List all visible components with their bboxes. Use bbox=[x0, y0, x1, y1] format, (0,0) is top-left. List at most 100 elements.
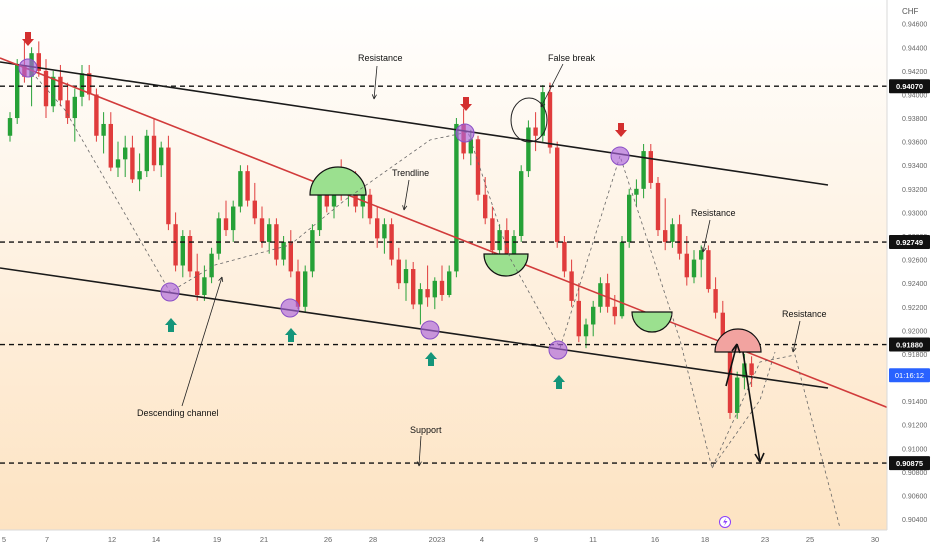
price-mark-badge bbox=[889, 456, 930, 471]
candle-body bbox=[612, 306, 617, 317]
candle-body bbox=[295, 271, 301, 307]
candle-body bbox=[562, 241, 567, 272]
support-label: Support bbox=[410, 425, 442, 435]
candle-body bbox=[94, 94, 99, 136]
candle-body bbox=[58, 76, 63, 101]
price-axis: 0.94600 0.94400 0.94200 0.94000 0.93800 0.936… bbox=[886, 0, 932, 550]
false-break-label: False break bbox=[548, 53, 596, 63]
candle-body bbox=[108, 123, 113, 168]
candle-body bbox=[706, 250, 711, 290]
touch-point-marker bbox=[18, 58, 38, 78]
candle-body bbox=[130, 147, 135, 180]
date-tick-label: 5 bbox=[2, 535, 6, 544]
candle-body bbox=[245, 171, 250, 201]
candle-body bbox=[396, 259, 401, 284]
red-trendline bbox=[0, 57, 932, 426]
candle-body bbox=[274, 224, 279, 260]
candle-body bbox=[317, 194, 322, 231]
touch-point-marker bbox=[548, 340, 568, 360]
candle-body bbox=[281, 241, 286, 260]
candle-body bbox=[699, 250, 704, 260]
candle-body bbox=[619, 241, 625, 317]
plot-background bbox=[0, 0, 887, 530]
candle-body bbox=[238, 171, 243, 207]
touch-point-marker bbox=[455, 123, 475, 143]
down-arrow-icon bbox=[460, 97, 472, 111]
candle-body bbox=[720, 312, 725, 340]
candle-body bbox=[519, 171, 524, 237]
candle-body bbox=[375, 218, 380, 239]
price-mark-label: 0.92749 bbox=[896, 238, 923, 247]
candle-body bbox=[454, 123, 459, 272]
candle-body bbox=[591, 306, 596, 325]
date-tick-label: 11 bbox=[589, 535, 597, 544]
down-arrow-icon bbox=[615, 123, 627, 137]
drawings bbox=[0, 32, 932, 529]
candle-body bbox=[663, 230, 668, 242]
candle-body bbox=[411, 269, 416, 305]
price-tick-label: 0.94600 bbox=[902, 22, 927, 29]
candle-body bbox=[439, 280, 445, 295]
zigzag-pattern bbox=[27, 67, 841, 529]
date-tick-label: 12 bbox=[108, 535, 116, 544]
candle-body bbox=[576, 300, 581, 337]
candle-body bbox=[648, 151, 653, 183]
candle-body bbox=[713, 289, 718, 313]
channel-lower-line bbox=[0, 267, 829, 389]
candle-body bbox=[51, 76, 56, 107]
candle-body bbox=[749, 363, 754, 376]
date-tick-label: 18 bbox=[701, 535, 709, 544]
candle-body bbox=[555, 147, 560, 242]
date-tick-label: 4 bbox=[480, 535, 484, 544]
candle-body bbox=[511, 236, 517, 258]
resistance-zone bbox=[714, 328, 762, 353]
price-tick-label: 0.93800 bbox=[902, 116, 927, 123]
price-tick-label: 0.91400 bbox=[902, 399, 927, 406]
price-tick-label: 0.94400 bbox=[902, 45, 927, 52]
candle-body bbox=[259, 218, 265, 242]
price-mark-badge bbox=[889, 79, 930, 94]
candle-body bbox=[526, 127, 531, 172]
resistance-mid-pointer bbox=[702, 219, 711, 253]
candle-body bbox=[223, 218, 229, 231]
candle-body bbox=[684, 253, 689, 278]
date-tick-label: 23 bbox=[761, 535, 769, 544]
price-mark-badge bbox=[889, 337, 930, 352]
current-price-badge bbox=[889, 368, 930, 383]
candle-body bbox=[569, 271, 574, 301]
price-mark-label: 0.94070 bbox=[896, 82, 923, 91]
candle-body bbox=[137, 171, 142, 180]
candle-body bbox=[159, 147, 164, 166]
candle-body bbox=[382, 224, 387, 239]
candle-body bbox=[655, 182, 661, 231]
price-tick-label: 0.94000 bbox=[902, 92, 927, 99]
candle-body bbox=[310, 230, 315, 272]
candle-body bbox=[691, 259, 697, 278]
candle-body bbox=[533, 127, 538, 136]
candle-body bbox=[403, 269, 409, 284]
lightning-icon[interactable] bbox=[719, 516, 731, 528]
candle-body bbox=[425, 289, 430, 298]
up-arrow-icon bbox=[285, 328, 297, 342]
candle-body bbox=[540, 92, 545, 136]
candle-body bbox=[367, 194, 373, 219]
resistance-mid-label: Resistance bbox=[691, 208, 736, 218]
descending-channel-label: Descending channel bbox=[137, 408, 219, 418]
candle-body bbox=[173, 224, 178, 266]
date-tick-label: 30 bbox=[871, 535, 879, 544]
candle-body bbox=[252, 200, 257, 219]
trendline-label: Trendline bbox=[392, 168, 429, 178]
date-tick-label: 26 bbox=[324, 535, 332, 544]
resistance-top-pointer bbox=[373, 65, 378, 100]
candle-body bbox=[15, 64, 20, 119]
date-tick-label: 28 bbox=[369, 535, 377, 544]
date-tick-label: 7 bbox=[45, 535, 49, 544]
price-tick-label: 0.93600 bbox=[902, 140, 927, 147]
date-tick-label: 16 bbox=[651, 535, 659, 544]
candle-body bbox=[267, 224, 272, 242]
up-arrow-icon bbox=[553, 375, 565, 389]
price-tick-label: 0.92200 bbox=[902, 305, 927, 312]
candle-body bbox=[504, 230, 509, 258]
time-axis: 5 7 12 14 19 21 26 28 2023 4 9 11 16 18 23 25 30 bbox=[0, 529, 932, 550]
